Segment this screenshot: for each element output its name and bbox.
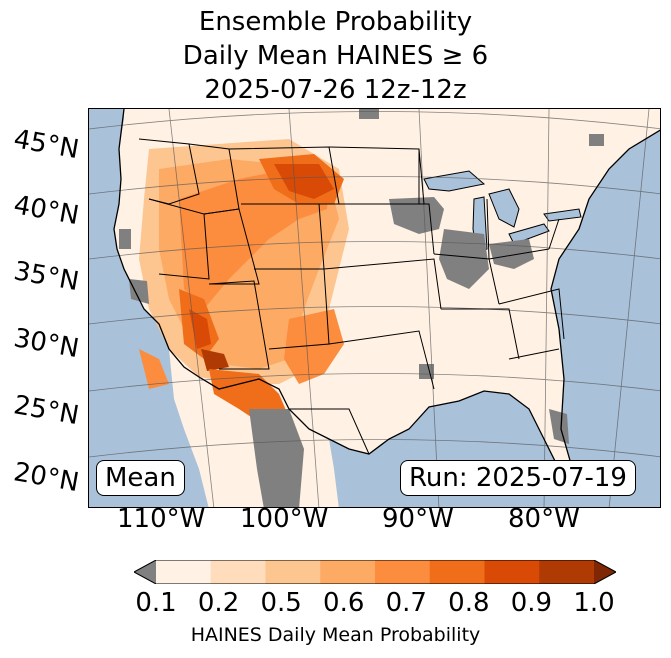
mean-label: Mean <box>96 460 185 496</box>
lat-label-30: 30°N <box>11 323 82 365</box>
map-svg <box>89 109 660 507</box>
state-boundaries <box>138 138 565 455</box>
colorbar-tick-label: 0.2 <box>197 588 240 618</box>
colorbar-segment <box>375 560 431 584</box>
lat-label-40: 40°N <box>11 190 82 232</box>
colorbar-segment <box>429 560 485 584</box>
colorbar-over-arrow <box>594 560 616 584</box>
coastline <box>113 109 660 470</box>
map-panel <box>88 108 661 508</box>
colorbar-segment <box>320 560 376 584</box>
lat-label-20: 20°N <box>11 457 82 499</box>
title-line-3: 2025-07-26 12z-12z <box>204 75 467 105</box>
colorbar-tick-label: 0.1 <box>135 588 177 618</box>
run-date-label: Run: 2025-07-19 <box>400 460 636 496</box>
graticule <box>89 109 660 507</box>
colorbar-segment <box>156 560 212 584</box>
lon-label-80: 80°W <box>508 504 580 534</box>
colorbar-segment <box>484 560 540 584</box>
colorbar-label: HAINES Daily Mean Probability <box>190 624 481 646</box>
colorbar-segment <box>210 560 266 584</box>
lon-label-110: 110°W <box>117 504 206 534</box>
lon-label-100: 100°W <box>240 504 329 534</box>
title-line-2: Daily Mean HAINES ≥ 6 <box>182 41 489 71</box>
colorbar-tick-label: 0.5 <box>260 588 302 618</box>
colorbar-tick-label: 0.6 <box>323 588 365 618</box>
lat-label-25: 25°N <box>11 390 82 432</box>
lat-label-35: 35°N <box>11 256 82 298</box>
colorbar-under-arrow <box>134 560 156 584</box>
colorbar <box>134 560 616 584</box>
colorbar-tick-label: 1.0 <box>573 588 615 618</box>
lat-label-45: 45°N <box>11 124 82 166</box>
colorbar-segment <box>539 560 595 584</box>
colorbar-tick-label: 0.9 <box>510 588 553 618</box>
colorbar-tick-label: 0.7 <box>385 588 427 618</box>
title-line-1: Ensemble Probability <box>198 7 473 37</box>
colorbar-tick-label: 0.8 <box>448 588 490 618</box>
lon-label-90: 90°W <box>382 504 454 534</box>
colorbar-segment <box>265 560 321 584</box>
